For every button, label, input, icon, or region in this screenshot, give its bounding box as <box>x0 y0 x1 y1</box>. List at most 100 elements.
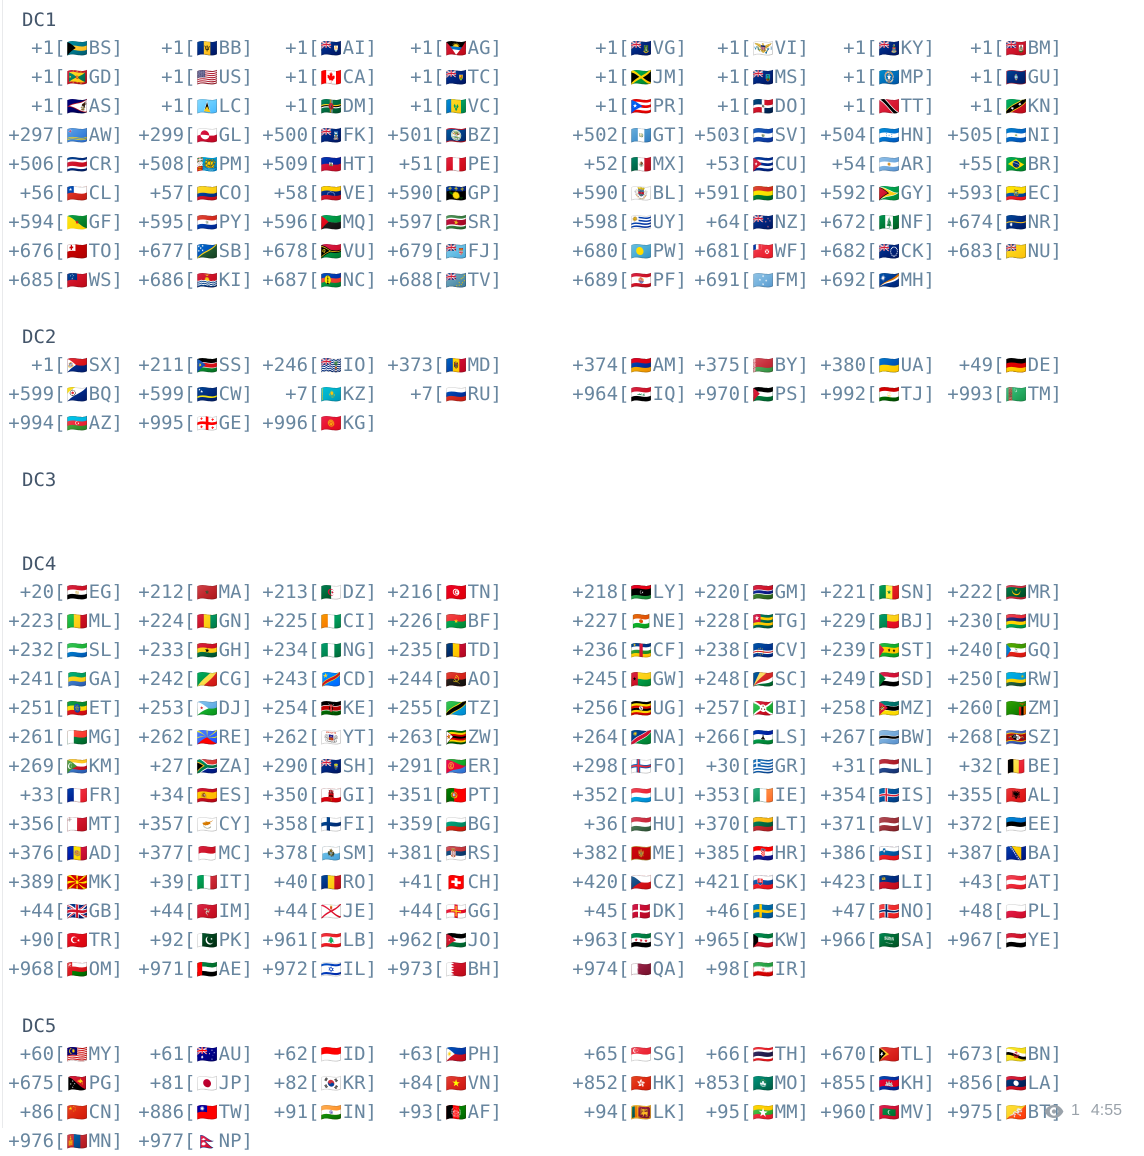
dial-code-262-re: +262[🇷🇪RE] <box>129 723 259 752</box>
dial-code-591-bo: +591[🇧🇴BO] <box>693 179 815 208</box>
dial-code-prefix: +677[ <box>138 240 196 262</box>
dial-code-prefix: +244[ <box>387 668 445 690</box>
dial-code-prefix: +597[ <box>387 211 445 233</box>
flag-icon-kg: 🇰🇬 <box>320 414 342 434</box>
country-iso: RW] <box>1027 668 1062 690</box>
flag-icon-tr: 🇹🇷 <box>66 931 88 951</box>
dial-code-prefix: +680[ <box>572 240 630 262</box>
dial-code-90-tr: +90[🇹🇷TR] <box>8 926 129 955</box>
dial-code-prefix: +1[ <box>970 66 1005 88</box>
country-iso: AF] <box>467 1101 502 1123</box>
flag-icon-tm: 🇹🇲 <box>1005 385 1027 405</box>
flag-icon-gq: 🇬🇶 <box>1005 641 1027 661</box>
dial-code-grid: +1[🇧🇸BS] +1[🇧🇧BB] +1[🇦🇮AI] +1[🇦🇬AG] +1[🇻🇬VG]… <box>8 34 1144 295</box>
dial-code-prefix: +965[ <box>694 929 752 951</box>
flag-icon-sl: 🇸🇱 <box>66 641 88 661</box>
flag-icon-zw: 🇿🇼 <box>445 728 467 748</box>
country-iso: SA] <box>900 929 935 951</box>
dial-code-974-qa: +974[🇶🇦QA] <box>508 955 693 984</box>
dial-code-prefix: +54[ <box>831 153 878 175</box>
dial-code-prefix: +51[ <box>398 153 445 175</box>
country-iso: CO] <box>218 182 253 204</box>
flag-icon-au: 🇦🇺 <box>196 1045 218 1065</box>
dial-code-376-ad: +376[🇦🇩AD] <box>8 839 129 868</box>
dial-code-prefix: +502[ <box>572 124 630 146</box>
dial-code-216-tn: +216[🇹🇳TN] <box>383 578 508 607</box>
dial-code-prefix: +1[ <box>595 37 630 59</box>
flag-icon-ag: 🇦🇬 <box>445 39 467 59</box>
dial-code-351-pt: +351[🇵🇹PT] <box>383 781 508 810</box>
dial-code-677-sb: +677[🇸🇧SB] <box>129 237 259 266</box>
flag-icon-ke: 🇰🇪 <box>320 699 342 719</box>
dial-code-81-jp: +81[🇯🇵JP] <box>129 1069 259 1098</box>
dial-code-prefix: +268[ <box>947 726 1005 748</box>
country-iso: BJ] <box>900 610 935 632</box>
flag-icon-sd: 🇸🇩 <box>878 670 900 690</box>
country-iso: BG] <box>467 813 502 835</box>
country-iso: IL] <box>342 958 377 980</box>
country-iso: HU] <box>652 813 687 835</box>
dial-code-prefix: +967[ <box>947 929 1005 951</box>
country-iso: BF] <box>467 610 502 632</box>
dial-code-prefix: +675[ <box>8 1072 66 1094</box>
country-iso: NO] <box>900 900 935 922</box>
country-iso: SX] <box>88 354 123 376</box>
country-iso: ET] <box>88 697 123 719</box>
dial-code-40-ro: +40[🇷🇴RO] <box>259 868 383 897</box>
section-title-dc1: DC1 <box>22 9 57 31</box>
dial-code-prefix: +970[ <box>694 383 752 405</box>
flag-icon-ms: 🇲🇸 <box>752 68 774 88</box>
dial-code-853-mo: +853[🇲🇴MO] <box>693 1069 815 1098</box>
dial-code-prefix: +263[ <box>387 726 445 748</box>
country-iso: US] <box>218 66 253 88</box>
flag-icon-gf: 🇬🇫 <box>66 213 88 233</box>
country-iso: KZ] <box>342 383 377 405</box>
section-dc1: DC1 +1[🇧🇸BS] +1[🇧🇧BB] +1[🇦🇮AI] +1[🇦🇬AG] +1[🇻🇬… <box>8 6 1144 295</box>
country-iso: MM] <box>774 1101 809 1123</box>
dial-code-266-ls: +266[🇱🇸LS] <box>693 723 815 752</box>
country-iso: CZ] <box>652 871 687 893</box>
dial-code-965-kw: +965[🇰🇼KW] <box>693 926 815 955</box>
message-body: DC1 +1[🇧🇸BS] +1[🇧🇧BB] +1[🇦🇮AI] +1[🇦🇬AG] +1[🇻🇬… <box>8 6 1144 1156</box>
flag-icon-sx: 🇸🇽 <box>66 356 88 376</box>
flag-icon-cu: 🇨🇺 <box>752 155 774 175</box>
country-iso: IR] <box>774 958 809 980</box>
dial-code-prefix: +373[ <box>387 354 445 376</box>
country-iso: BY] <box>774 354 809 376</box>
dial-code-prefix: +679[ <box>387 240 445 262</box>
dial-code-371-lv: +371[🇱🇻LV] <box>815 810 941 839</box>
country-iso: AT] <box>1027 871 1062 893</box>
flag-icon-jp: 🇯🇵 <box>196 1074 218 1094</box>
dial-code-prefix: +375[ <box>694 354 752 376</box>
dial-code-1-jm: +1[🇯🇲JM] <box>508 63 693 92</box>
dial-code-246-io: +246[🇮🇴IO] <box>259 351 383 380</box>
flag-icon-py: 🇵🇾 <box>196 213 218 233</box>
dial-code-prefix: +43[ <box>958 871 1005 893</box>
dial-code-971-ae: +971[🇦🇪AE] <box>129 955 259 984</box>
country-iso: TJ] <box>900 383 935 405</box>
country-iso: NZ] <box>774 211 809 233</box>
dial-code-423-li: +423[🇱🇮LI] <box>815 868 941 897</box>
flag-icon-to: 🇹🇴 <box>66 242 88 262</box>
country-iso: SB] <box>218 240 253 262</box>
country-iso: ML] <box>88 610 123 632</box>
country-iso: CV] <box>774 639 809 661</box>
country-iso: MK] <box>88 871 123 893</box>
country-iso: GI] <box>342 784 377 806</box>
dial-code-597-sr: +597[🇸🇷SR] <box>383 208 508 237</box>
flag-icon-mp: 🇲🇵 <box>878 68 900 88</box>
country-iso: NA] <box>652 726 687 748</box>
flag-icon-zm: 🇿🇲 <box>1005 699 1027 719</box>
dial-code-prefix: +243[ <box>262 668 320 690</box>
dial-code-94-lk: +94[🇱🇰LK] <box>508 1098 693 1127</box>
flag-icon-vc: 🇻🇨 <box>445 97 467 117</box>
flag-icon-na: 🇳🇦 <box>630 728 652 748</box>
flag-icon-ro: 🇷🇴 <box>320 873 342 893</box>
country-iso: NP] <box>218 1130 253 1152</box>
dial-code-387-ba: +387[🇧🇦BA] <box>941 839 1068 868</box>
dial-code-1-lc: +1[🇱🇨LC] <box>129 92 259 121</box>
flag-icon-gl: 🇬🇱 <box>196 126 218 146</box>
country-iso: BS] <box>88 37 123 59</box>
dial-code-grid: +60[🇲🇾MY] +61[🇦🇺AU] +62[🇮🇩ID] +63[🇵🇭PH] +65[… <box>8 1040 1144 1156</box>
dial-code-prefix: +239[ <box>820 639 878 661</box>
